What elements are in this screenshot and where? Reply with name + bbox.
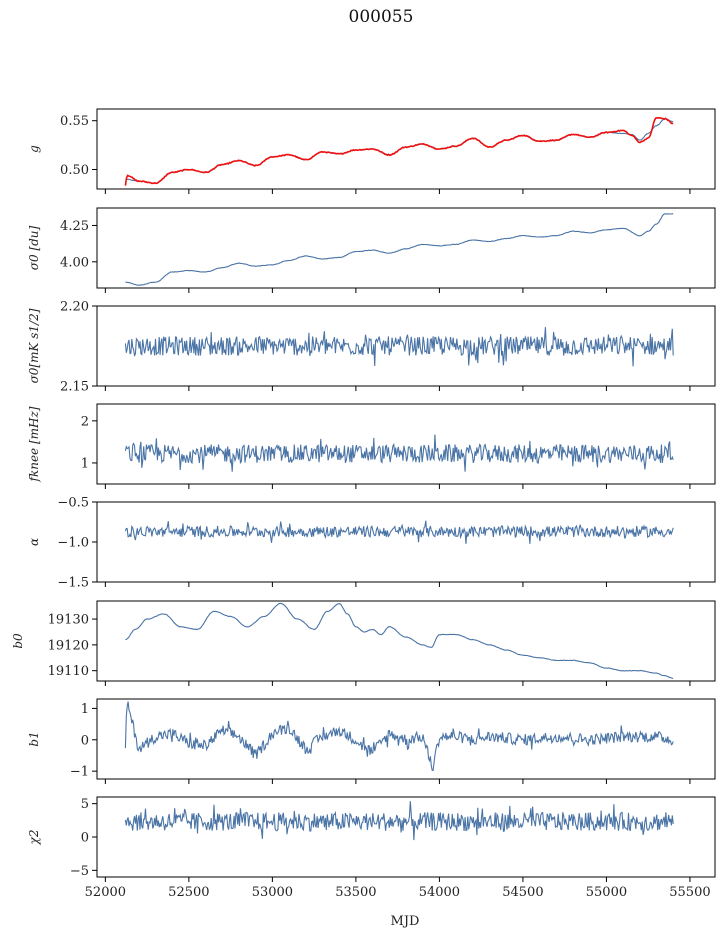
y-tick-label-b0-2: 19130 bbox=[48, 613, 89, 628]
y-axis-label-b1: b1 bbox=[27, 731, 41, 746]
panel-alpha: −1.5 −1.0 −0.5 α bbox=[27, 496, 716, 591]
y-tick-label-sigma0-1: 4.25 bbox=[60, 219, 89, 234]
x-tick-label-2: 53000 bbox=[252, 885, 293, 900]
series-line-b0-0 bbox=[125, 602, 674, 680]
x-tick-label-5: 54500 bbox=[502, 885, 543, 900]
axes-frame-fknee bbox=[96, 403, 716, 485]
y-tick-label-b0-0: 19110 bbox=[48, 664, 89, 679]
y-tick-label-chi2-2: 5 bbox=[81, 797, 89, 812]
y-axis-label-alpha: α bbox=[27, 538, 41, 546]
series-line-sigma0-0 bbox=[125, 213, 674, 286]
series-line-chi2-0 bbox=[124, 801, 674, 841]
y-tick-label-chi2-0: −5 bbox=[70, 864, 89, 879]
x-tick-label-1: 52500 bbox=[168, 885, 209, 900]
y-tick-label-sigma0-0: 4.00 bbox=[60, 255, 89, 270]
y-tick-label-alpha-1: −1.0 bbox=[57, 536, 89, 551]
axes-frame-alpha bbox=[96, 501, 716, 583]
axes-frame-sigma_mk bbox=[96, 305, 716, 387]
y-tick-label-g-0: 0.50 bbox=[60, 163, 89, 178]
axes-frame-chi2 bbox=[96, 796, 716, 878]
y-tick-label-sigma_mk-1: 2.20 bbox=[60, 300, 89, 315]
y-tick-label-g-1: 0.55 bbox=[60, 114, 89, 129]
x-tick-label-7: 55500 bbox=[669, 885, 710, 900]
axes-frame-sigma0 bbox=[96, 207, 716, 289]
series-line-g-0 bbox=[125, 118, 674, 184]
y-tick-label-b1-0: −1 bbox=[70, 765, 89, 780]
y-tick-label-fknee-0: 1 bbox=[81, 456, 89, 471]
axes-frame-g bbox=[96, 108, 716, 190]
axes-frame-b0 bbox=[96, 600, 716, 682]
y-tick-label-sigma_mk-0: 2.15 bbox=[60, 380, 89, 395]
y-axis-label-sigma0: σ0 [du] bbox=[27, 225, 41, 270]
panel-b1: −1 0 1 b1 bbox=[27, 698, 716, 784]
panel-b0: 19110 19120 19130 b0 bbox=[11, 600, 716, 686]
x-tick-label-4: 54000 bbox=[419, 885, 460, 900]
panel-g: 0.50 0.55 g bbox=[27, 108, 716, 194]
y-axis-label-sigma_mk: σ0[mK s1/2] bbox=[27, 308, 41, 383]
y-axis-label-b0: b0 bbox=[11, 633, 25, 649]
y-tick-label-alpha-0: −1.5 bbox=[57, 576, 89, 591]
y-tick-label-b1-1: 0 bbox=[81, 733, 89, 748]
figure-title: 000055 bbox=[349, 7, 414, 27]
panels: 0.50 0.55 g 4.00 4.25 σ0 [du] 2.15 2.20 σ0[mK s1… bbox=[11, 108, 716, 900]
x-tick-label-0: 52000 bbox=[85, 885, 126, 900]
y-tick-label-b0-1: 19120 bbox=[48, 638, 89, 653]
y-tick-label-b1-2: 1 bbox=[81, 702, 89, 717]
panel-chi2: 52000 52500 53000 53500 54000 54500 55000 55500… bbox=[27, 796, 716, 900]
series-line-b1-0 bbox=[124, 701, 674, 772]
series-line-alpha-0 bbox=[124, 520, 674, 544]
series-line-g-1 bbox=[124, 116, 674, 186]
y-axis-label-fknee: fknee [mHz] bbox=[27, 406, 41, 482]
y-tick-label-fknee-1: 2 bbox=[81, 414, 89, 429]
x-axis-label: MJD bbox=[391, 914, 420, 929]
series-line-sigma_mk-0 bbox=[124, 327, 674, 367]
x-tick-label-6: 55000 bbox=[586, 885, 627, 900]
y-tick-label-chi2-1: 0 bbox=[81, 831, 89, 846]
y-axis-label-chi2: χ2 bbox=[27, 830, 41, 846]
series-line-fknee-0 bbox=[124, 434, 674, 472]
panel-sigma_mk: 2.15 2.20 σ0[mK s1/2] bbox=[27, 300, 716, 395]
y-tick-label-alpha-2: −0.5 bbox=[57, 496, 89, 511]
panel-fknee: 1 2 fknee [mHz] bbox=[27, 403, 716, 489]
x-tick-label-3: 53500 bbox=[335, 885, 376, 900]
panel-sigma0: 4.00 4.25 σ0 [du] bbox=[27, 207, 716, 293]
axes-frame-b1 bbox=[96, 698, 716, 780]
y-axis-label-g: g bbox=[27, 145, 41, 153]
